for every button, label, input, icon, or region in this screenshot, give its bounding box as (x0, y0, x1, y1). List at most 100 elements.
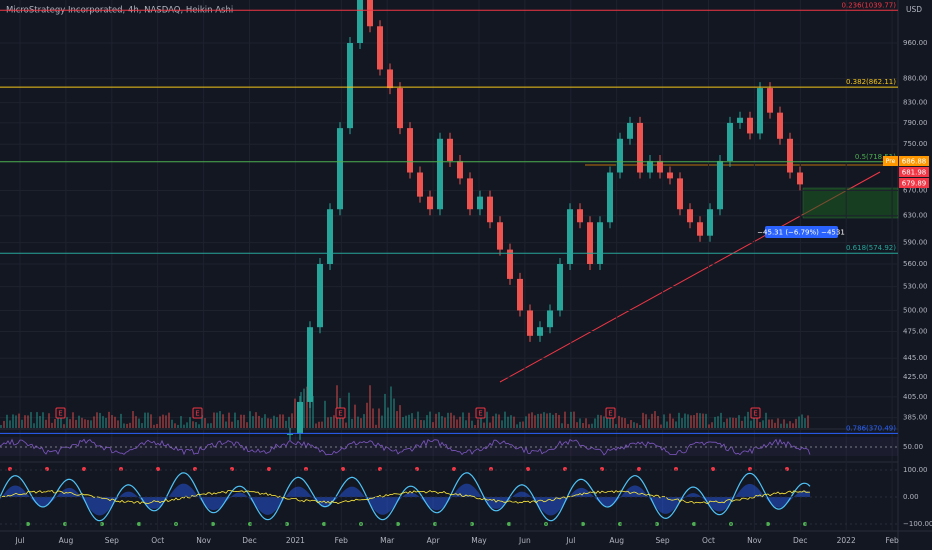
volume-bar (609, 415, 611, 428)
volume-bar (18, 413, 20, 428)
candle (507, 249, 513, 279)
price-tick-label: 385.00 (903, 414, 928, 422)
time-tick-label: Dec (242, 536, 257, 545)
currency: USD (906, 5, 922, 14)
candle (357, 0, 363, 44)
time-tick-label: Nov (196, 536, 211, 545)
volume-bar (792, 423, 794, 428)
candle (367, 0, 373, 27)
volume-bar (12, 414, 14, 428)
osc-area (0, 483, 810, 516)
volume-bar (84, 419, 86, 428)
volume-bar (363, 414, 365, 428)
volume-bar (9, 420, 11, 428)
volume-bar (783, 419, 785, 428)
volume-bar (765, 412, 767, 428)
price-tick-label: 590.00 (903, 239, 928, 247)
volume-bar (285, 420, 287, 428)
volume-bar (324, 400, 326, 428)
volume-bar (399, 405, 401, 428)
volume-bar (63, 424, 65, 428)
volume-bar (801, 414, 803, 428)
candle (377, 26, 383, 70)
volume-bar (438, 412, 440, 428)
candle (617, 138, 623, 173)
volume-bar (603, 416, 605, 428)
candle (747, 117, 753, 134)
volume-bar (597, 414, 599, 428)
volume-bar (618, 415, 620, 428)
volume-bar (657, 416, 659, 428)
volume-bar (510, 415, 512, 428)
volume-bar (735, 418, 737, 428)
candle (687, 209, 693, 223)
price-tick-label: 880.00 (903, 75, 928, 83)
volume-bar (579, 418, 581, 428)
candle (707, 209, 713, 236)
volume-bar (21, 419, 23, 428)
candle (477, 196, 483, 210)
volume-bar (543, 412, 545, 428)
volume-bar (528, 413, 530, 428)
volume-bar (282, 414, 284, 428)
volume-bar (666, 421, 668, 428)
volume-bar (738, 415, 740, 428)
candle (697, 222, 703, 236)
volume-bar (534, 415, 536, 428)
price-tag (899, 167, 929, 177)
volume-bar (99, 412, 101, 428)
candle (677, 178, 683, 210)
volume-bar (333, 415, 335, 428)
volume-bar (255, 412, 257, 428)
volume-bar (327, 417, 329, 428)
osc-dot (211, 522, 215, 526)
volume-bar (465, 420, 467, 428)
volume-bar (585, 418, 587, 428)
volume-bar (426, 415, 428, 428)
volume-bar (705, 413, 707, 428)
volume-bar (96, 412, 98, 428)
earnings-badge (605, 407, 616, 419)
time-tick-label: Aug (59, 536, 74, 545)
volume-bar (780, 423, 782, 428)
candle (467, 178, 473, 210)
volume-bar (732, 417, 734, 428)
volume-bar (477, 419, 479, 428)
volume-bar (717, 416, 719, 428)
candle (387, 69, 393, 89)
earnings-label: E (338, 410, 342, 418)
volume-bar (264, 414, 266, 428)
volume-bar (411, 413, 413, 428)
volume-bar (291, 413, 293, 428)
volume-bar (201, 415, 203, 428)
fib-label: 0.382(862.11) (846, 78, 896, 86)
osc-tick-label: 100.00 (903, 466, 928, 474)
volume-bar (243, 414, 245, 428)
price-tag-label: 679.89 (902, 180, 927, 188)
time-tick-label: Dec (793, 536, 808, 545)
volume-bar (489, 422, 491, 428)
volume-bar (261, 418, 263, 428)
volume-bar (525, 416, 527, 428)
earnings-badge (335, 407, 346, 419)
price-tick-label: 630.00 (903, 212, 928, 220)
volume-bar (159, 416, 161, 428)
osc-tick-label: 0.00 (903, 493, 919, 501)
volume-bar (390, 386, 392, 428)
rsi-tick-label: 50.00 (903, 443, 923, 451)
volume-bar (330, 416, 332, 428)
volume-bar (306, 386, 308, 428)
volume-bar (720, 412, 722, 428)
osc-dot (137, 522, 141, 526)
volume-bar (594, 418, 596, 428)
candle (427, 196, 433, 210)
volume-bar (582, 423, 584, 428)
volume-bar (126, 423, 128, 428)
candle (777, 112, 783, 139)
target-zone (802, 187, 899, 219)
volume-bar (681, 418, 683, 428)
volume-bar (435, 413, 437, 428)
volume-bar (384, 393, 386, 428)
osc-dot (766, 522, 770, 526)
